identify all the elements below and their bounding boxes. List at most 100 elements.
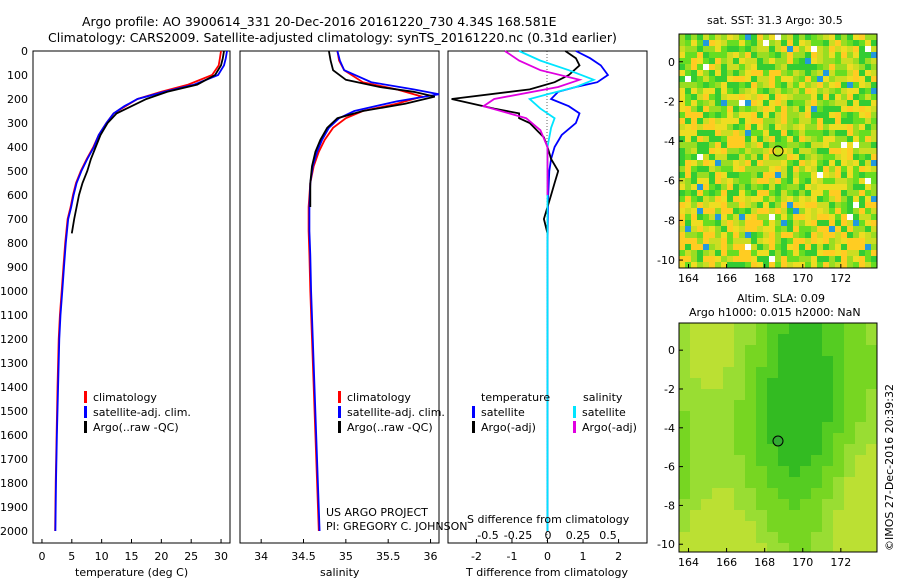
sla-cell xyxy=(844,444,855,455)
sla-cell xyxy=(822,510,833,521)
sst-cell xyxy=(775,130,781,136)
sla-cell xyxy=(811,433,822,444)
sst-cell xyxy=(679,244,685,250)
sst-cell xyxy=(727,232,733,238)
sla-cell xyxy=(712,455,723,466)
sst-cell xyxy=(733,88,739,94)
sst-cell xyxy=(781,172,787,178)
sst-cell xyxy=(697,52,703,58)
sst-cell xyxy=(715,94,721,100)
sst-cell xyxy=(709,34,715,40)
legend-swatch-satellite xyxy=(84,406,87,418)
sst-cell xyxy=(871,226,877,232)
sla-cell xyxy=(679,477,690,488)
sst-cell xyxy=(733,76,739,82)
sla-cell xyxy=(745,499,756,510)
sst-cell xyxy=(835,70,841,76)
sst-cell xyxy=(757,58,763,64)
sst-cell xyxy=(715,184,721,190)
sst-cell xyxy=(829,172,835,178)
sla-cell xyxy=(690,532,701,543)
sla-cell xyxy=(679,378,690,389)
sla-cell xyxy=(734,422,745,433)
sst-cell xyxy=(721,250,727,256)
sla-cell xyxy=(734,510,745,521)
sst-cell xyxy=(739,88,745,94)
sst-cell xyxy=(781,112,787,118)
sst-cell xyxy=(859,166,865,172)
sla-cell xyxy=(679,411,690,422)
sst-cell xyxy=(751,136,757,142)
sla-cell xyxy=(767,510,778,521)
sst-cell xyxy=(853,256,859,262)
sst-cell xyxy=(697,196,703,202)
sst-cell xyxy=(697,94,703,100)
sst-cell xyxy=(823,202,829,208)
sla-cell xyxy=(811,323,822,334)
sst-cell xyxy=(697,70,703,76)
sst-cell xyxy=(823,58,829,64)
argo-float-marker xyxy=(772,145,784,157)
sst-cell xyxy=(685,262,691,268)
sst-cell xyxy=(709,202,715,208)
sst-cell xyxy=(841,100,847,106)
sst-cell xyxy=(823,160,829,166)
sla-cell xyxy=(690,455,701,466)
sst-cell xyxy=(763,124,769,130)
sst-cell xyxy=(757,112,763,118)
sst-cell xyxy=(745,40,751,46)
sst-cell xyxy=(805,178,811,184)
sst-cell xyxy=(823,34,829,40)
sst-cell xyxy=(709,160,715,166)
sst-cell xyxy=(745,130,751,136)
sst-cell xyxy=(685,148,691,154)
sst-cell xyxy=(829,190,835,196)
sst-cell xyxy=(871,118,877,124)
sst-cell xyxy=(811,262,817,268)
sst-cell xyxy=(787,46,793,52)
sst-cell xyxy=(709,190,715,196)
sst-cell xyxy=(799,136,805,142)
sst-cell xyxy=(823,118,829,124)
sst-cell xyxy=(715,166,721,172)
sla-cell xyxy=(844,466,855,477)
sst-cell xyxy=(811,142,817,148)
x-tick-label: 34.5 xyxy=(291,550,316,563)
sst-cell xyxy=(799,178,805,184)
sst-cell xyxy=(829,100,835,106)
sst-cell xyxy=(745,154,751,160)
sst-cell xyxy=(745,142,751,148)
sst-cell xyxy=(679,250,685,256)
sst-cell xyxy=(847,136,853,142)
sst-cell xyxy=(679,184,685,190)
sst-cell xyxy=(691,82,697,88)
sst-cell xyxy=(871,70,877,76)
sst-cell xyxy=(721,196,727,202)
s-tick-label: 0 xyxy=(545,529,552,542)
sst-cell xyxy=(721,184,727,190)
sst-cell xyxy=(763,58,769,64)
sst-cell xyxy=(685,100,691,106)
sst-cell xyxy=(745,94,751,100)
x-tick-label: 20 xyxy=(154,550,168,563)
sst-cell xyxy=(751,124,757,130)
sst-cell xyxy=(781,202,787,208)
sst-cell xyxy=(757,184,763,190)
sla-cell xyxy=(844,367,855,378)
sst-cell xyxy=(691,232,697,238)
sst-cell xyxy=(841,184,847,190)
sst-cell xyxy=(871,34,877,40)
credit-project: US ARGO PROJECT xyxy=(326,506,428,519)
sst-cell xyxy=(685,40,691,46)
sst-cell xyxy=(775,178,781,184)
sst-cell xyxy=(739,166,745,172)
sla-cell xyxy=(844,378,855,389)
sst-cell xyxy=(763,214,769,220)
sla-cell xyxy=(800,433,811,444)
sst-cell xyxy=(745,34,751,40)
sst-cell xyxy=(685,52,691,58)
sst-cell xyxy=(769,118,775,124)
sst-cell xyxy=(865,130,871,136)
sst-cell xyxy=(739,82,745,88)
x-tick-label: 30 xyxy=(214,550,228,563)
